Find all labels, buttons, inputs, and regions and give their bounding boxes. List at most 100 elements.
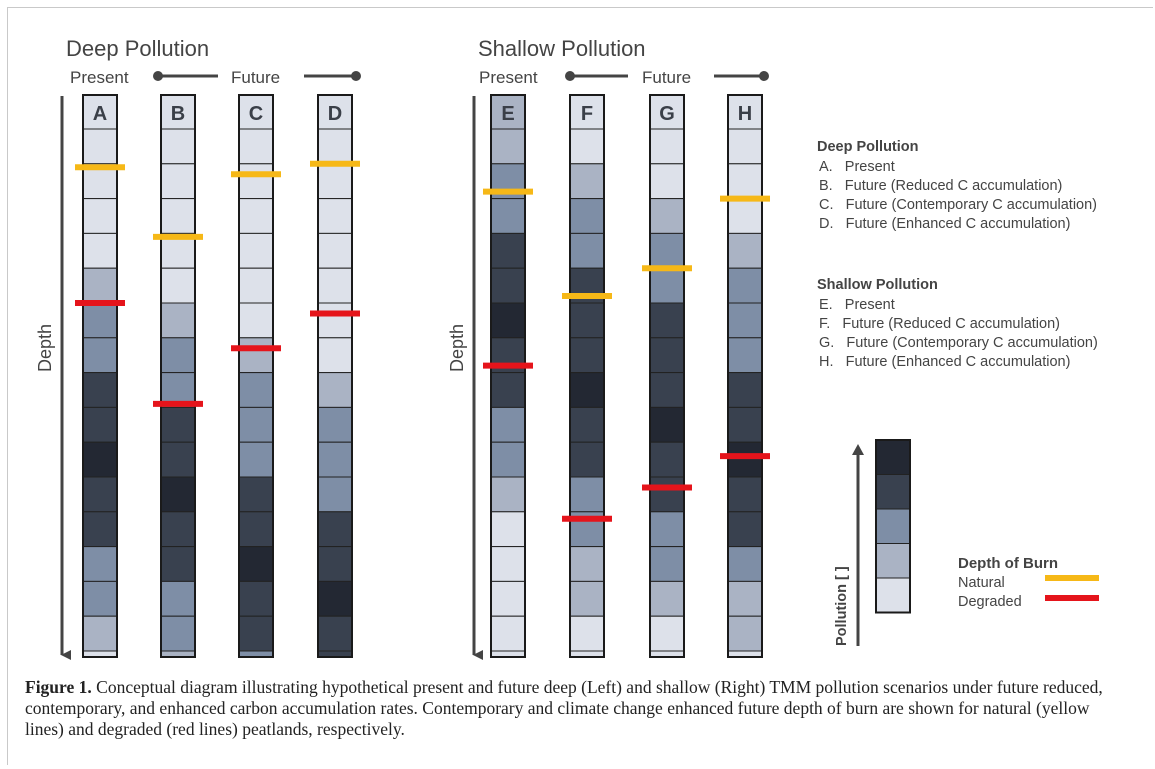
layer-cell (160, 546, 196, 582)
layer-cell (317, 337, 353, 374)
layer-cell (649, 615, 685, 652)
layer-cell (317, 580, 353, 617)
deep-pollution-panel: Deep Pollution Present Future Depth A B C D (35, 36, 361, 660)
layer-cell (490, 580, 526, 617)
layer-cell (649, 232, 685, 269)
layer-cell (82, 546, 118, 582)
caption-text: Conceptual diagram illustrating hypothet… (25, 677, 1103, 739)
layer-cell (160, 511, 196, 548)
shallow-panel-title: Shallow Pollution (478, 36, 646, 61)
shallow-future-bracket: Future (565, 68, 769, 87)
figure-caption: Figure 1. Conceptual diagram illustratin… (25, 677, 1130, 740)
layer-cell (649, 441, 685, 478)
layer-cell (317, 476, 353, 513)
layer-cell (727, 163, 763, 200)
layer-cell (569, 198, 605, 234)
deep-panel-title: Deep Pollution (66, 36, 209, 61)
layer-cell (82, 441, 118, 478)
shallow-present-label: Present (479, 68, 538, 87)
depth-column-a: A (75, 94, 125, 658)
layer-cell (490, 511, 526, 548)
conceptual-diagram: Deep Pollution Present Future Depth A B C D… (35, 36, 1099, 660)
layer-cell (238, 128, 274, 165)
layer-cell (727, 302, 763, 339)
layer-cell (649, 267, 685, 304)
scale-cell (875, 543, 911, 579)
layer-cell (160, 302, 196, 339)
column-outline (569, 94, 605, 658)
layer-cell (160, 337, 196, 374)
layer-cell (160, 476, 196, 513)
layer-cell (160, 406, 196, 443)
column-outline (490, 94, 526, 658)
depth-column-c: C (231, 94, 281, 658)
layer-cell (238, 372, 274, 408)
legend-item-h: H. Future (Enhanced C accumulation) (819, 354, 1070, 370)
future-bracket-dot-right (759, 71, 769, 81)
layer-cell (569, 476, 605, 513)
layer-cell (490, 615, 526, 652)
legend-item-e: E. Present (819, 297, 895, 313)
layer-cell (649, 476, 685, 513)
layer-cell (490, 406, 526, 443)
layer-cell (649, 198, 685, 234)
layer-cell (238, 406, 274, 443)
layer-cell (82, 267, 118, 304)
layer-cell (82, 128, 118, 165)
layer-cell (82, 337, 118, 374)
caption-label: Figure 1. (25, 677, 92, 697)
layer-cell (490, 476, 526, 513)
layer-cell (317, 267, 353, 304)
layer-cell (649, 580, 685, 617)
layer-cell (569, 546, 605, 582)
column-letter: D (328, 103, 342, 125)
column-letter: C (249, 103, 263, 125)
column-outline (82, 94, 118, 658)
scale-cell (875, 577, 911, 613)
layer-cell (238, 198, 274, 234)
column-letter: G (659, 103, 675, 125)
pollution-scale-bar (875, 439, 911, 614)
layer-cell (160, 441, 196, 478)
column-outline (727, 94, 763, 658)
layer-cell (317, 441, 353, 478)
layer-cell (238, 232, 274, 269)
column-outline (649, 94, 685, 658)
shallow-columns: E F G H (483, 94, 770, 658)
scale-cell (875, 439, 911, 475)
burn-legend: Depth of Burn Natural Degraded (958, 555, 1099, 610)
deep-present-label: Present (70, 68, 129, 87)
layer-cell (649, 372, 685, 408)
shallow-future-label: Future (642, 68, 691, 87)
layer-cell (569, 232, 605, 269)
column-letter: A (93, 103, 107, 125)
layer-cell (490, 302, 526, 339)
column-letter: B (171, 103, 185, 125)
layer-cell (727, 580, 763, 617)
layer-cell (569, 372, 605, 408)
layer-cell (490, 372, 526, 408)
depth-column-h: H (720, 94, 770, 658)
layer-cell (238, 511, 274, 548)
layer-cell (238, 615, 274, 652)
column-header-cell (569, 94, 605, 130)
legend-deep-heading: Deep Pollution (817, 139, 919, 155)
layer-cell (649, 302, 685, 339)
layer-cell (569, 163, 605, 200)
layer-cell (490, 267, 526, 304)
layer-cell (317, 198, 353, 234)
legend-item-c: C. Future (Contemporary C accumulation) (819, 197, 1097, 213)
burn-legend-degraded-label: Degraded (958, 594, 1022, 610)
deep-depth-label: Depth (35, 324, 55, 372)
layer-cell (490, 232, 526, 269)
layer-cell (727, 267, 763, 304)
layer-cell (82, 198, 118, 234)
legend-item-b: B. Future (Reduced C accumulation) (819, 178, 1062, 194)
depth-column-e: E (483, 94, 533, 658)
layer-cell (727, 546, 763, 582)
future-bracket-dot-right (351, 71, 361, 81)
layer-cell (82, 406, 118, 443)
layer-cell (649, 406, 685, 443)
shallow-depth-label: Depth (447, 324, 467, 372)
layer-cell (727, 615, 763, 652)
